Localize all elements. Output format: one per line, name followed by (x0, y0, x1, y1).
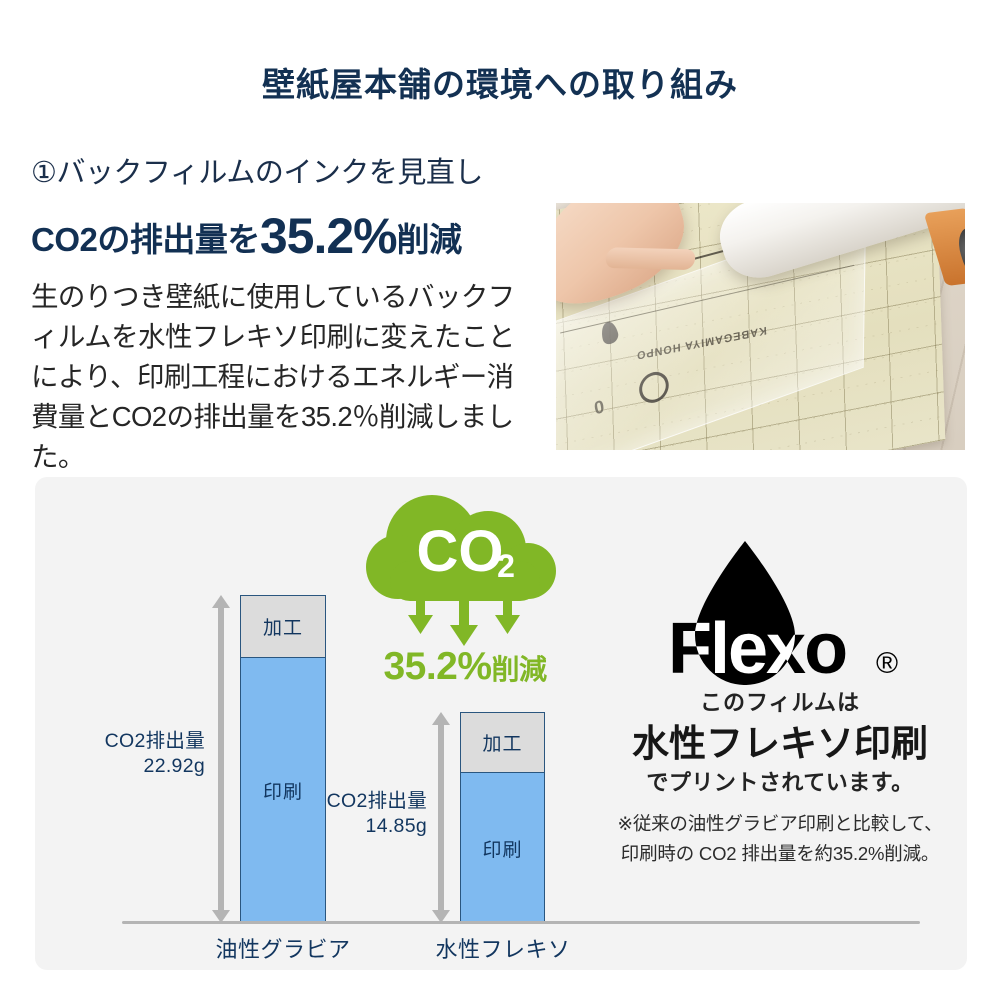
co2-cloud-block: CO 2 35.2%削減 (360, 495, 570, 688)
segment-label-printing: 印刷 (262, 782, 303, 803)
measure-arrow-gravure (212, 595, 230, 923)
co2-cloud-icon: CO 2 (366, 495, 556, 646)
arrow-head-down-icon (212, 910, 230, 923)
reduction-text: 35.2%削減 (360, 645, 570, 689)
photo-finger (604, 247, 697, 271)
arrow-head-up-icon (432, 712, 450, 725)
arrow-head-up-icon (212, 595, 230, 608)
flexo-logo: Flexo Flexo ® (640, 535, 930, 689)
segment-label-processing: 加工 (482, 734, 523, 755)
flexo-note-line-1: ※従来の油性グラビア印刷と比較して、 (617, 813, 943, 834)
flexo-line-3: でプリントされています。 (646, 770, 914, 795)
ink-drop-icon: Flexo Flexo ® (668, 541, 898, 689)
headline-suffix: 削減 (396, 221, 463, 258)
bar-oil-gravure: 加工 印刷 (240, 595, 326, 923)
callout-gravure: CO2排出量 22.92g (75, 729, 205, 780)
svg-text:2: 2 (497, 548, 515, 584)
svg-text:Flexo: Flexo (668, 609, 846, 685)
category-label-gravure: 油性グラビア (215, 937, 351, 962)
callout-label: CO2排出量 (326, 790, 427, 812)
callout-value: 14.85g (365, 815, 427, 838)
arrow-shaft (438, 723, 444, 912)
callout-flexo: CO2排出量 14.85g (297, 789, 427, 840)
flexo-note-line-2: 印刷時の CO2 排出量を約35.2%削減。 (620, 842, 940, 864)
callout-label: CO2排出量 (104, 730, 205, 752)
bar-segment-processing: 加工 (461, 713, 544, 773)
measure-arrow-flexo (432, 712, 450, 923)
wallpaper-photo: KABEGAMIYA HONPO 0 10 (556, 203, 965, 450)
headline-value: 35.2% (259, 208, 398, 264)
segment-label-processing: 加工 (262, 618, 303, 639)
intro-body: 生のりつき壁紙に使用しているバックフィルムを水性フレキソ印刷に変えたことにより、… (31, 281, 515, 472)
arrow-head-down-icon (432, 910, 450, 923)
arrow-shaft (218, 606, 224, 912)
headline-prefix: CO2の排出量を (31, 221, 260, 258)
flexo-line-1: このフィルムは (699, 690, 861, 715)
bar-segment-processing: 加工 (241, 596, 325, 658)
intro-lead: ①バックフィルムのインクを見直し (31, 157, 483, 189)
comparison-panel: 加工 印刷 加工 印刷 CO2排出量 22.92g CO2排出量 (35, 477, 967, 970)
reduction-word: 削減 (491, 654, 548, 685)
callout-value: 22.92g (143, 755, 205, 778)
category-label-flexo: 水性フレキソ (435, 937, 571, 962)
reduction-value: 35.2% (383, 645, 492, 688)
co2-bar-chart: 加工 印刷 加工 印刷 CO2排出量 22.92g CO2排出量 (35, 477, 920, 970)
segment-label-printing: 印刷 (482, 839, 523, 861)
page-title: 壁紙屋本舗の環境への取り組み (262, 66, 738, 103)
flexo-block: Flexo Flexo ® このフィルムは 水性フレキソ印刷 でプリントされてい… (600, 517, 960, 937)
svg-text:CO: CO (417, 519, 504, 584)
flexo-note: ※従来の油性グラビア印刷と比較して、 印刷時の CO2 排出量を約35.2%削減… (600, 809, 960, 868)
bar-segment-printing: 印刷 (241, 658, 325, 923)
bar-water-flexo: 加工 印刷 (460, 712, 545, 923)
intro-headline: CO2の排出量を35.2%削減 (31, 207, 551, 265)
chart-baseline-axis (122, 921, 920, 924)
flexo-line-2: 水性フレキソ印刷 (632, 723, 928, 764)
registered-mark: ® (876, 647, 898, 680)
bar-segment-printing: 印刷 (461, 773, 544, 923)
